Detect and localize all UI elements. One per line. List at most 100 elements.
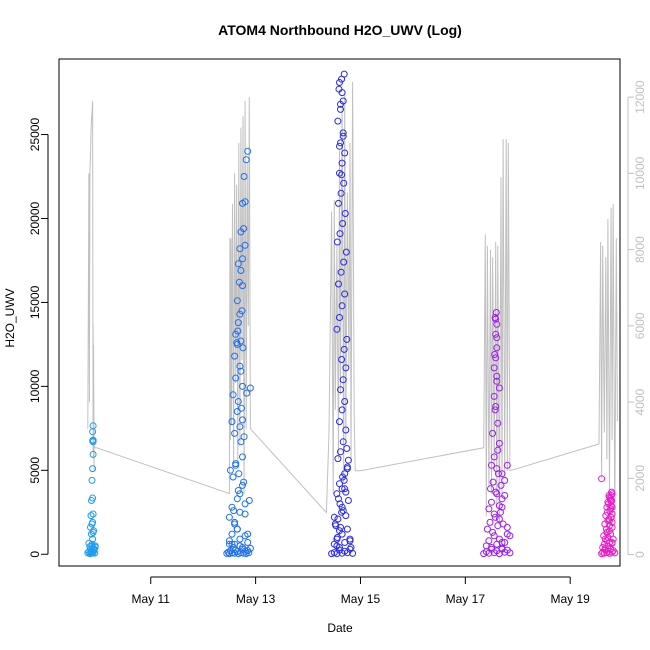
- x-tick-label: May 19: [551, 592, 591, 606]
- y-tick-label: 5000: [28, 457, 42, 484]
- data-point: [490, 453, 498, 461]
- data-point: [337, 386, 344, 394]
- data-point: [240, 173, 248, 180]
- data-point: [237, 267, 245, 274]
- data-point: [603, 528, 611, 536]
- data-point: [228, 418, 236, 426]
- y-tick-label: 0: [28, 551, 42, 558]
- data-point: [336, 142, 343, 150]
- data-point: [344, 456, 352, 464]
- data-point: [340, 70, 348, 78]
- data-point: [334, 515, 342, 523]
- data-point: [501, 539, 509, 546]
- data-point: [339, 438, 347, 446]
- data-point: [231, 429, 239, 437]
- data-point: [347, 544, 355, 551]
- data-point: [228, 540, 236, 548]
- data-point: [494, 419, 502, 427]
- data-point: [492, 403, 500, 410]
- data-point: [492, 488, 500, 496]
- data-point: [246, 384, 254, 392]
- data-point: [246, 544, 254, 552]
- data-point: [489, 478, 497, 486]
- data-point: [501, 476, 509, 484]
- data-point: [497, 508, 504, 516]
- data-point: [485, 505, 493, 513]
- data-point: [491, 406, 499, 414]
- data-point: [607, 492, 615, 499]
- data-point: [225, 513, 233, 521]
- data-point: [333, 534, 341, 541]
- data-point: [493, 465, 501, 473]
- data-point: [493, 334, 501, 342]
- data-point: [503, 523, 511, 531]
- data-point: [237, 438, 245, 446]
- data-point: [490, 510, 498, 518]
- data-point: [492, 315, 500, 323]
- y2-tick-label: 8000: [633, 236, 647, 263]
- data-point: [336, 169, 343, 177]
- y-tick-label: 25000: [28, 118, 42, 152]
- y2-tick-label: 10000: [633, 156, 647, 190]
- data-point: [606, 517, 613, 525]
- data-point: [229, 473, 237, 481]
- data-point: [335, 495, 342, 503]
- data-point: [89, 450, 97, 458]
- data-point: [241, 500, 249, 508]
- data-point: [243, 389, 251, 397]
- data-point: [491, 351, 499, 358]
- data-point: [231, 540, 239, 548]
- data-point: [336, 314, 343, 321]
- data-point: [339, 132, 347, 140]
- data-point: [483, 525, 491, 533]
- data-point: [343, 335, 351, 343]
- data-point: [245, 497, 253, 504]
- data-point: [89, 422, 97, 430]
- data-point: [337, 139, 344, 147]
- data-point: [242, 156, 250, 164]
- data-point: [341, 290, 349, 298]
- data-point: [239, 255, 246, 263]
- data-point: [489, 429, 497, 437]
- data-point: [488, 498, 495, 506]
- data-point: [338, 302, 346, 310]
- data-point: [342, 426, 350, 434]
- data-point: [228, 530, 236, 538]
- data-point: [240, 225, 248, 233]
- data-point: [336, 230, 344, 238]
- data-point: [339, 129, 347, 137]
- data-point: [606, 495, 614, 503]
- data-point: [234, 487, 242, 494]
- data-point: [340, 179, 348, 187]
- x-axis-label: Date: [327, 621, 353, 635]
- data-point: [337, 523, 344, 531]
- data-point: [239, 382, 246, 390]
- data-point: [89, 528, 97, 536]
- data-point: [335, 199, 342, 207]
- data-point: [491, 513, 499, 521]
- data-point: [492, 309, 500, 316]
- data-point: [336, 527, 343, 535]
- data-point: [333, 325, 341, 333]
- data-point: [498, 470, 506, 478]
- data-point: [239, 344, 247, 352]
- y-tick-label: 20000: [28, 201, 42, 235]
- data-point: [607, 530, 615, 538]
- data-point: [244, 530, 252, 538]
- data-point: [85, 539, 93, 547]
- data-point: [333, 238, 341, 246]
- data-point: [234, 260, 242, 268]
- data-point: [608, 539, 616, 546]
- data-point: [498, 539, 506, 546]
- data-point: [346, 535, 354, 543]
- data-point: [493, 377, 501, 385]
- data-point: [231, 352, 239, 360]
- data-point: [332, 522, 340, 530]
- data-point: [337, 448, 344, 456]
- data-point: [233, 408, 241, 415]
- data-point: [334, 117, 342, 125]
- data-point: [338, 356, 346, 363]
- y-tick-label: 15000: [28, 285, 42, 319]
- data-point: [344, 497, 352, 504]
